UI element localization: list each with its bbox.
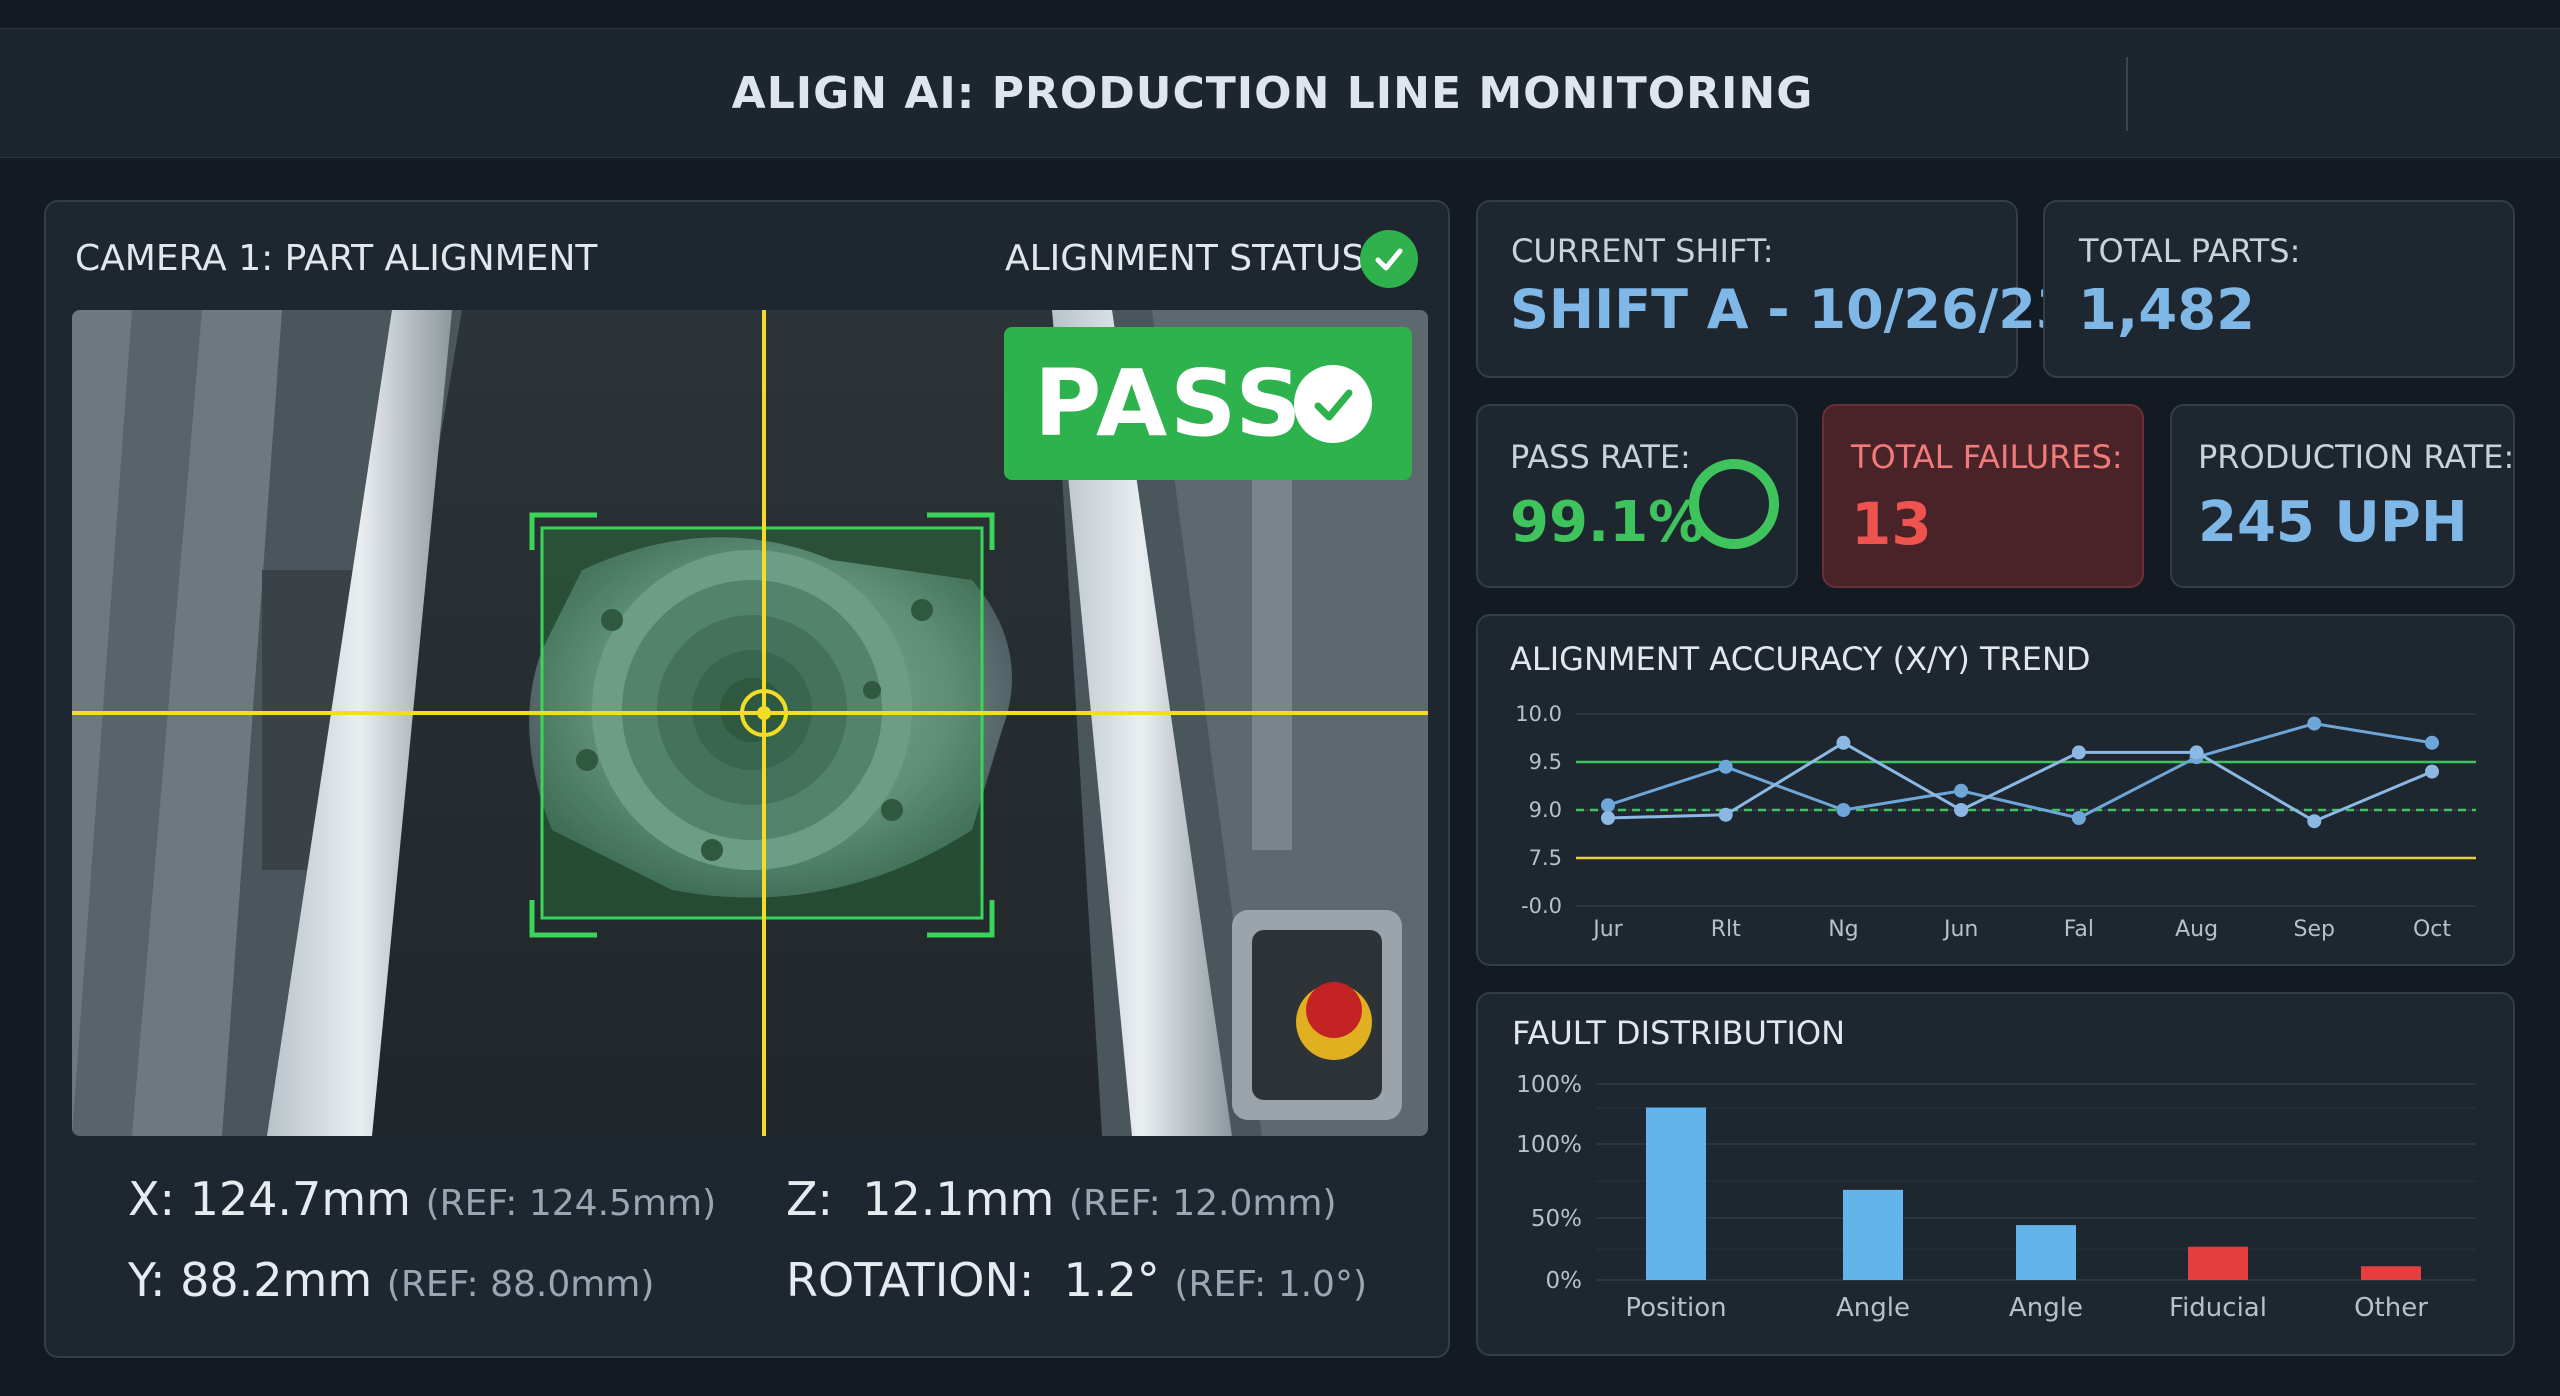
trend-x-tick: Ng: [1828, 917, 1858, 942]
trend-y-tick: 10.0: [1515, 702, 1562, 726]
trend-point: [2071, 745, 2086, 760]
pass-rate-ring: [1689, 459, 1779, 549]
trend-point: [1718, 759, 1733, 774]
trend-point: [1836, 735, 1851, 750]
pass-badge-text: PASS: [1034, 350, 1305, 457]
total-failures-card: [1822, 404, 2144, 588]
trend-y-tick: 9.0: [1529, 798, 1562, 822]
trend-point: [1601, 811, 1615, 825]
trend-y-tick: -0.0: [1521, 894, 1562, 918]
fault-chart-title: FAULT DISTRIBUTION: [1512, 1014, 1846, 1052]
measurement-x: X: 124.7mm (REF: 124.5mm): [128, 1172, 716, 1226]
fault-chart: 100% 100% 50% 0% Position Angle Angle Fiducial O…: [1516, 1072, 2476, 1323]
trend-point: [1718, 807, 1733, 822]
trend-point: [2189, 745, 2204, 760]
x-value: X: 124.7mm: [128, 1172, 411, 1226]
production-rate-value: 245 UPH: [2198, 490, 2468, 555]
trend-x-tick: Fal: [2064, 917, 2094, 942]
trend-point: [1954, 783, 1969, 798]
current-shift-label: CURRENT SHIFT:: [1511, 232, 1774, 270]
fault-x-label: Fiducial: [2169, 1293, 2267, 1323]
total-parts-card: [2043, 200, 2515, 378]
production-rate-card: [2170, 404, 2515, 588]
production-rate-label: PRODUCTION RATE:: [2198, 438, 2515, 476]
rotation-ref: (REF: 1.0°): [1174, 1264, 1367, 1305]
camera-feed[interactable]: [72, 310, 1428, 1136]
fault-bar: [1646, 1107, 1706, 1280]
trend-x-tick: Jur: [1591, 917, 1623, 942]
trend-point: [1836, 803, 1851, 817]
trend-y-tick: 9.5: [1529, 750, 1562, 774]
trend-x-tick: Jun: [1942, 917, 1978, 942]
fault-bar: [2361, 1266, 2421, 1280]
current-shift-card: [1476, 200, 2018, 378]
measurement-z: Z: 12.1mm (REF: 12.0mm): [786, 1172, 1337, 1226]
trend-x-tick: Oct: [2413, 917, 2451, 942]
fault-bar: [1843, 1189, 1903, 1280]
z-value: Z: 12.1mm: [786, 1172, 1055, 1226]
trend-chart-panel: [1476, 614, 2515, 966]
trend-chart: 10.0 9.5 9.0 7.5 -0.0 Jur Rlt Ng Jun Fal Aug Sep Oct: [1515, 702, 2476, 942]
y-ref: (REF: 88.0mm): [386, 1264, 655, 1305]
pass-badge: PASS: [1004, 327, 1412, 480]
trend-point: [2307, 716, 2322, 731]
camera-scene: [72, 310, 1428, 1136]
pass-rate-arc: [1689, 459, 1779, 549]
total-parts-value: 1,482: [2078, 278, 2256, 343]
fault-bar: [2188, 1246, 2248, 1280]
fault-y-tick: 50%: [1531, 1206, 1582, 1232]
trend-x-tick: Aug: [2175, 917, 2218, 942]
current-shift-value: SHIFT A - 10/26/23: [1510, 278, 2074, 341]
pass-rate-card: [1476, 404, 1798, 588]
measurement-rotation: ROTATION: 1.2° (REF: 1.0°): [786, 1253, 1367, 1307]
fault-y-tick: 0%: [1546, 1268, 1583, 1294]
x-ref: (REF: 124.5mm): [425, 1183, 717, 1224]
z-ref: (REF: 12.0mm): [1068, 1183, 1337, 1224]
total-failures-label: TOTAL FAILURES:: [1851, 438, 2123, 476]
fault-y-tick: 100%: [1516, 1132, 1582, 1158]
trend-chart-title: ALIGNMENT ACCURACY (X/Y) TREND: [1510, 640, 2091, 678]
trend-point: [2425, 735, 2439, 750]
trend-point: [1954, 803, 1969, 817]
pass-rate-label: PASS RATE:: [1510, 438, 1691, 476]
app-title: ALIGN AI: PRODUCTION LINE MONITORING: [731, 68, 1814, 119]
y-value: Y: 88.2mm: [128, 1253, 373, 1307]
rotation-value: ROTATION: 1.2°: [786, 1253, 1160, 1307]
fault-x-label: Position: [1625, 1293, 1726, 1323]
measurement-y: Y: 88.2mm (REF: 88.0mm): [128, 1253, 654, 1307]
fault-bar: [2016, 1225, 2076, 1280]
trend-point: [2425, 764, 2439, 779]
total-parts-label: TOTAL PARTS:: [2079, 232, 2301, 270]
trend-x-tick: Rlt: [1711, 917, 1741, 942]
trend-point: [1601, 798, 1615, 813]
fault-x-label: Angle: [1836, 1293, 1910, 1323]
header-divider: [2126, 57, 2128, 131]
pass-rate-value: 99.1%: [1510, 490, 1705, 555]
pass-check-icon: [1294, 365, 1372, 443]
fault-x-label: Angle: [2009, 1293, 2083, 1323]
fault-y-tick: 100%: [1516, 1072, 1582, 1098]
total-failures-value: 13: [1851, 490, 1932, 558]
alignment-status-label: ALIGNMENT STATUS:: [1005, 238, 1377, 279]
camera-title: CAMERA 1: PART ALIGNMENT: [75, 238, 598, 279]
trend-y-tick: 7.5: [1529, 846, 1562, 870]
trend-point: [2071, 811, 2086, 825]
app-header: ALIGN AI: PRODUCTION LINE MONITORING: [0, 28, 2560, 158]
trend-point: [2307, 814, 2322, 829]
status-check-icon: [1360, 230, 1418, 288]
trend-series-line: [1607, 741, 2433, 823]
trend-x-tick: Sep: [2294, 917, 2335, 942]
trend-series-line: [1607, 722, 2433, 820]
fault-x-label: Other: [2354, 1293, 2428, 1323]
